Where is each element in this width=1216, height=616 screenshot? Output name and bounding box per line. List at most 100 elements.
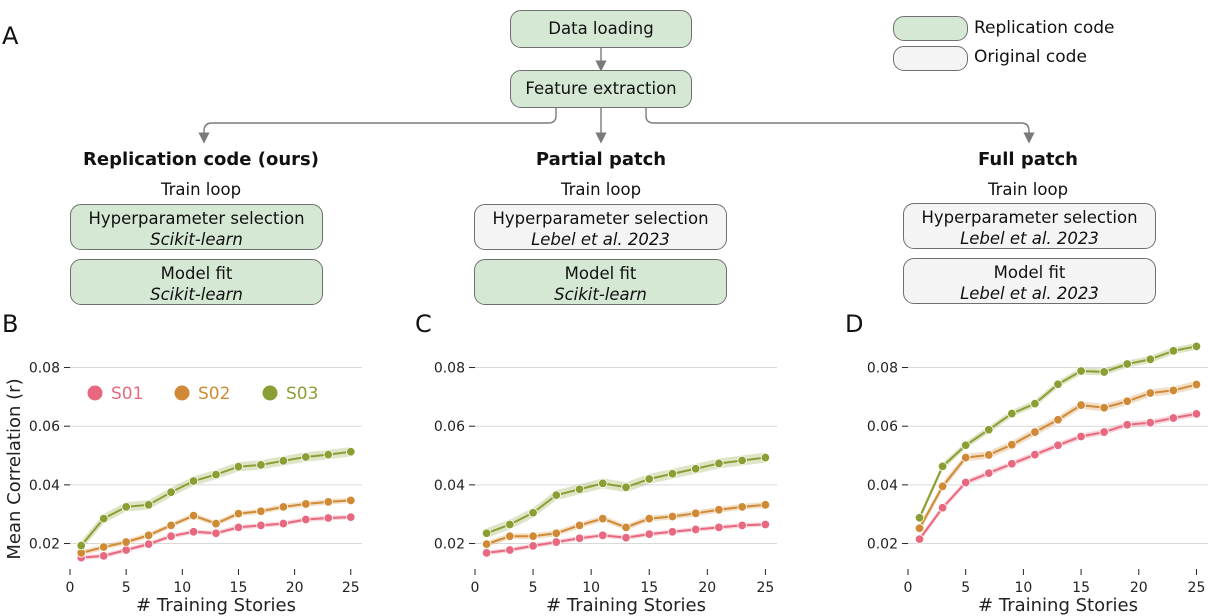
y-tick-label: 0.02	[867, 537, 898, 553]
fit-box-full: Model fit Lebel et al. 2023	[903, 258, 1156, 304]
x-axis-label: # Training Stories	[546, 595, 706, 616]
data-point	[98, 513, 109, 524]
y-axis-label: Mean Correlation (r)	[4, 378, 25, 559]
y-tick-label: 0.04	[867, 478, 898, 494]
series-band	[919, 410, 1197, 543]
x-tick-label: 25	[342, 580, 360, 596]
fit-label: Model fit	[160, 264, 233, 283]
y-tick-label: 0.06	[29, 419, 60, 435]
y-tick-label: 0.04	[434, 478, 465, 494]
series-line	[918, 383, 1197, 529]
feature-extraction-label: Feature extraction	[525, 79, 677, 98]
data-point	[1191, 379, 1202, 390]
data-point	[760, 452, 771, 463]
data-point	[143, 539, 154, 549]
data-point	[143, 500, 154, 510]
data-point	[937, 481, 948, 492]
data-point	[1191, 409, 1202, 419]
data-point	[574, 520, 585, 531]
data-point	[188, 527, 199, 537]
y-tick-label: 0.08	[867, 361, 898, 377]
hp-label: Hyperparameter selection	[492, 209, 709, 228]
x-tick-label: 25	[756, 580, 774, 596]
data-point	[346, 495, 356, 506]
flow-arrows	[198, 48, 1035, 144]
data-point	[1191, 341, 1202, 352]
data-point	[1168, 385, 1179, 396]
legend-label-s03: S03	[286, 384, 318, 404]
data-point	[1168, 413, 1179, 423]
data-point	[1076, 400, 1086, 410]
fit-impl: Scikit-learn	[150, 285, 243, 304]
data-point	[211, 469, 221, 480]
data-point	[598, 530, 608, 541]
y-tick-label: 0.06	[434, 419, 465, 435]
series-s01	[76, 512, 356, 563]
series-s03	[76, 447, 356, 551]
x-tick-label: 10	[173, 580, 191, 596]
data-point	[166, 531, 176, 541]
y-tick-label: 0.08	[434, 361, 465, 377]
series-band	[81, 497, 351, 556]
data-point	[914, 534, 925, 544]
data-point	[1007, 459, 1017, 469]
y-tick-label: 0.04	[29, 478, 60, 494]
series-line	[918, 345, 1197, 519]
x-tick-label: 5	[961, 580, 970, 596]
panel-letter-d: D	[845, 310, 864, 338]
data-point	[1076, 366, 1086, 376]
series-s03	[481, 452, 771, 539]
x-tick-label: 15	[1072, 580, 1090, 596]
data-point	[233, 508, 244, 519]
series-s02	[914, 379, 1202, 533]
data-point	[598, 478, 608, 489]
data-point	[143, 530, 154, 541]
data-point	[551, 490, 562, 500]
hp-impl: Scikit-learn	[150, 230, 243, 249]
data-point	[760, 500, 771, 510]
hp-box-replication: Hyperparameter selection Scikit-learn	[70, 204, 323, 250]
hp-box-partial: Hyperparameter selection Lebel et al. 20…	[474, 204, 727, 250]
data-point	[737, 502, 747, 512]
series-s02	[481, 500, 771, 549]
data-point	[278, 456, 289, 466]
data-point	[1099, 427, 1109, 437]
x-tick-label: 10	[1014, 580, 1032, 596]
fit-box-partial: Model fit Scikit-learn	[474, 259, 727, 305]
data-point	[211, 518, 221, 529]
data-point	[121, 545, 131, 555]
hp-label: Hyperparameter selection	[88, 209, 305, 228]
data-point	[1030, 427, 1040, 437]
chart-d: 0.02 0.04 0.06 0.08 0 5 10 15 20 25 # Training Sto…	[867, 341, 1208, 616]
data-point	[481, 528, 492, 538]
data-point	[256, 520, 266, 531]
data-point	[737, 455, 747, 466]
data-point	[301, 499, 311, 509]
chart-b: 0.02 0.04 0.06 0.08 0 5 10 15 20 25 # Training Sto…	[4, 361, 362, 616]
data-point	[301, 452, 311, 462]
x-tick-label: 5	[122, 580, 131, 596]
data-point	[737, 520, 747, 531]
legend-marker-s02	[174, 385, 190, 401]
data-point	[667, 527, 678, 537]
series-band	[919, 380, 1197, 533]
data-point	[121, 537, 131, 547]
x-tick-label: 25	[1188, 580, 1206, 596]
y-tick-label: 0.02	[29, 537, 60, 553]
data-point	[667, 511, 678, 522]
x-tick-label: 0	[66, 580, 75, 596]
data-point	[481, 548, 492, 558]
panel-letter-a: A	[2, 22, 19, 50]
data-point	[714, 458, 724, 469]
fit-label: Model fit	[564, 264, 637, 283]
data-point	[481, 539, 492, 549]
data-point	[574, 533, 585, 543]
data-point	[505, 531, 515, 541]
x-tick-label: 20	[698, 580, 716, 596]
data-point	[1030, 398, 1040, 409]
legend-marker-s03	[262, 385, 278, 401]
data-point	[256, 460, 266, 470]
data-point	[346, 447, 356, 457]
data-point	[960, 477, 971, 488]
data-point	[323, 513, 334, 523]
